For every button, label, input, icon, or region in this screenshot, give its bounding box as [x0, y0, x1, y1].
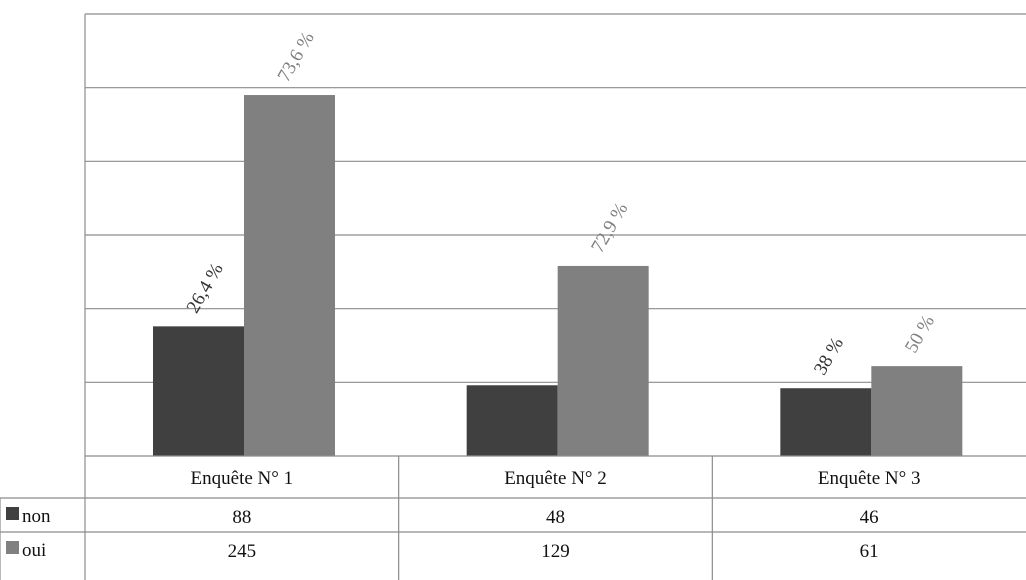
- bar-oui: [244, 95, 335, 457]
- table-value: 61: [860, 541, 879, 562]
- bars: [153, 95, 963, 457]
- data-table: Enquête N° 1 Enquête N° 2 Enquête N° 3 non 8…: [0, 455, 1026, 580]
- data-label: 72,9 %: [587, 199, 632, 256]
- table-value: 245: [228, 541, 257, 562]
- gridlines: [84, 13, 1026, 456]
- data-label: 73,6 %: [274, 28, 319, 85]
- data-label: 38 %: [810, 334, 848, 379]
- category-label: Enquête N° 1: [191, 468, 294, 489]
- data-label: 50 %: [901, 312, 939, 357]
- bar-non: [153, 326, 244, 456]
- bar-non: [466, 385, 558, 456]
- series-name: non: [22, 506, 51, 527]
- category-label: Enquête N° 2: [504, 468, 607, 489]
- legend-key-non: [6, 507, 19, 520]
- category-label: Enquête N° 3: [818, 468, 921, 489]
- table-value: 88: [232, 507, 251, 528]
- legend-key-oui: [6, 541, 19, 554]
- table-value: 46: [860, 507, 879, 528]
- bar-oui: [871, 366, 963, 456]
- bar-oui: [557, 265, 649, 456]
- table-value: 48: [546, 507, 565, 528]
- series-name: oui: [22, 540, 46, 561]
- bar-non: [780, 388, 872, 456]
- table-value: 129: [541, 541, 570, 562]
